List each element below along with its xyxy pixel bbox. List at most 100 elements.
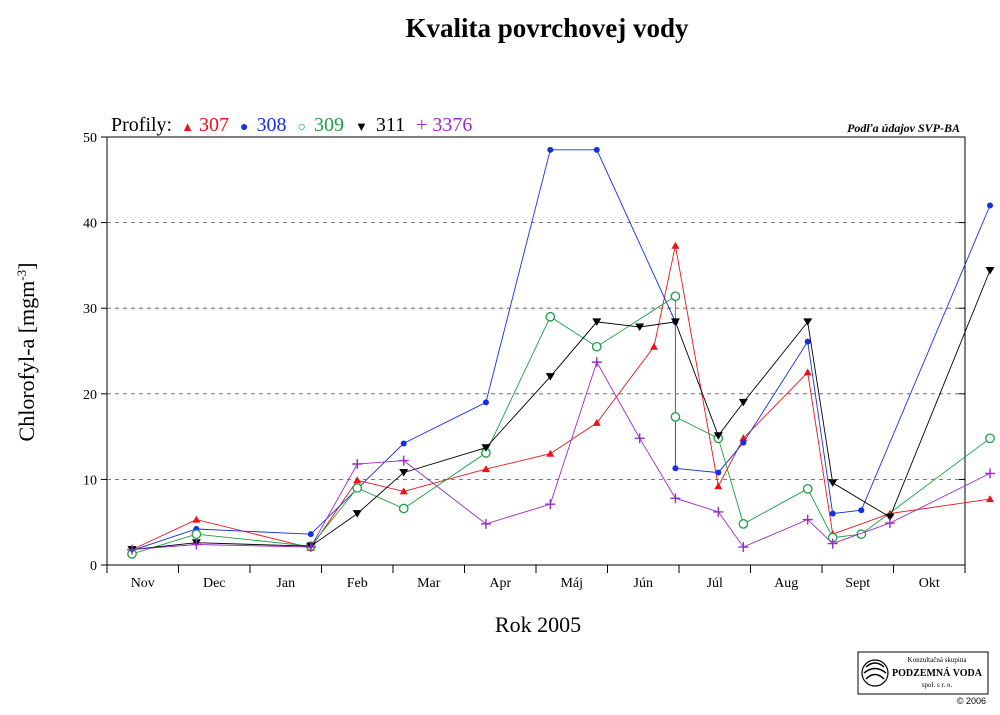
- data-point-309: [545, 311, 556, 322]
- source-note: Podľa údajov SVP-BA: [847, 121, 960, 135]
- data-point-3376: [713, 506, 724, 517]
- x-tick-label: Jan: [276, 576, 295, 591]
- legend-text-3376: 3376: [432, 114, 472, 136]
- logo-line2: PODZEMNÁ VODA: [892, 667, 983, 679]
- y-tick-label: 40: [83, 217, 97, 232]
- data-point-307: [803, 368, 812, 376]
- data-point-311: [352, 510, 362, 518]
- y-tick-label: 50: [83, 131, 97, 146]
- chart-title: Kvalita povrchovej vody: [406, 13, 689, 43]
- data-point-307: [649, 342, 658, 350]
- data-point-311: [545, 373, 555, 381]
- x-tick-label: Júl: [707, 576, 723, 591]
- series-309: [127, 291, 995, 559]
- data-point-307: [592, 418, 601, 426]
- data-point-311: [670, 318, 680, 326]
- data-point-309: [398, 503, 409, 514]
- data-point-311: [828, 479, 838, 487]
- data-point-309: [670, 412, 681, 422]
- data-point-307: [481, 465, 490, 473]
- x-tick-label: Nov: [131, 576, 155, 591]
- company-logo: Konzultačná skupina PODZEMNÁ VODA spol. …: [857, 651, 989, 695]
- series-line-311: [131, 270, 991, 551]
- data-point-308: [482, 399, 489, 406]
- legend-symbol-309: ○: [297, 120, 305, 135]
- data-point-308: [715, 469, 722, 476]
- x-axis: Nov Dec Jan Feb Mar Apr Máj Jún Júl Aug Sept Okt: [106, 565, 966, 591]
- data-point-308: [672, 465, 679, 472]
- data-point-3376: [634, 433, 645, 444]
- data-point-307: [399, 487, 408, 495]
- legend-label: Profily:: [111, 114, 172, 136]
- data-point-3376: [191, 539, 202, 550]
- data-point-3376: [398, 455, 409, 466]
- data-point-307: [714, 482, 723, 490]
- data-point-309: [802, 483, 813, 494]
- data-point-311: [713, 432, 723, 440]
- data-point-3376: [545, 499, 556, 510]
- y-axis: 0 10 20 30 40 50: [83, 131, 965, 574]
- data-point-3376: [738, 542, 749, 553]
- legend-symbol-307: ▲: [181, 119, 194, 134]
- data-point-3376: [802, 514, 813, 525]
- data-point-3376: [985, 468, 996, 479]
- data-point-3376: [827, 538, 838, 549]
- grid-layer: [107, 222, 965, 480]
- data-point-309: [670, 291, 681, 302]
- y-axis-title-text: Chlorofyl-a [mgm: [14, 281, 39, 442]
- x-tick-label: Aug: [774, 576, 798, 591]
- legend-symbol-3376: +: [416, 114, 427, 136]
- series-3376: [127, 357, 996, 555]
- data-point-308: [987, 202, 994, 209]
- y-axis-title-end: ]: [14, 263, 39, 270]
- plot-area-frame: [106, 136, 966, 566]
- logo-line1: Konzultačná skupina: [908, 656, 968, 664]
- data-point-3376: [884, 518, 895, 529]
- data-point-309: [191, 529, 202, 540]
- x-tick-label: Apr: [489, 576, 511, 591]
- data-point-308: [400, 440, 407, 447]
- x-axis-title: Rok 2005: [495, 612, 581, 637]
- y-axis-title: Chlorofyl-a [mgm-3]: [14, 263, 39, 442]
- data-point-307: [671, 241, 680, 249]
- data-point-311: [481, 444, 491, 452]
- data-point-307: [192, 515, 201, 523]
- data-point-309: [985, 433, 995, 444]
- data-point-308: [593, 146, 600, 153]
- data-point-3376: [670, 493, 681, 504]
- logo-line3: spol. s r. o.: [922, 681, 953, 689]
- y-tick-label: 0: [90, 559, 97, 574]
- data-point-309: [591, 341, 602, 352]
- legend-text-307: 307: [199, 114, 229, 136]
- legend-text-309: 309: [314, 114, 344, 136]
- series-layer: [127, 146, 996, 559]
- series-line-309: [131, 295, 991, 555]
- x-tick-label: Máj: [560, 576, 583, 591]
- data-point-3376: [127, 544, 138, 555]
- data-point-3376: [591, 357, 602, 368]
- data-point-307: [986, 495, 995, 503]
- data-point-311: [635, 323, 645, 332]
- y-axis-title-sup: -3: [14, 270, 29, 281]
- legend-symbol-311: ▼: [355, 119, 368, 134]
- data-point-3376: [305, 542, 316, 553]
- data-point-307: [546, 449, 555, 457]
- data-point-309: [738, 519, 749, 529]
- y-tick-label: 30: [83, 302, 97, 317]
- data-point-311: [592, 318, 602, 326]
- series-311: [127, 267, 995, 554]
- y-tick-label: 20: [83, 388, 97, 403]
- data-point-311: [885, 513, 895, 522]
- copyright: © 2006: [957, 696, 986, 706]
- data-point-308: [829, 510, 836, 517]
- x-tick-label: Feb: [347, 576, 368, 591]
- series-line-3376: [131, 360, 991, 551]
- y-tick-label: 10: [83, 473, 97, 488]
- x-tick-label: Jún: [634, 576, 653, 591]
- legend: Profily: ▲ 307 ● 308 ○ 309 ▼ 311 + 3376: [111, 114, 472, 136]
- series-line-308: [131, 149, 991, 551]
- legend-symbol-308: ●: [240, 120, 248, 135]
- data-point-308: [740, 439, 747, 446]
- data-point-311: [803, 318, 813, 326]
- data-point-311: [399, 469, 409, 477]
